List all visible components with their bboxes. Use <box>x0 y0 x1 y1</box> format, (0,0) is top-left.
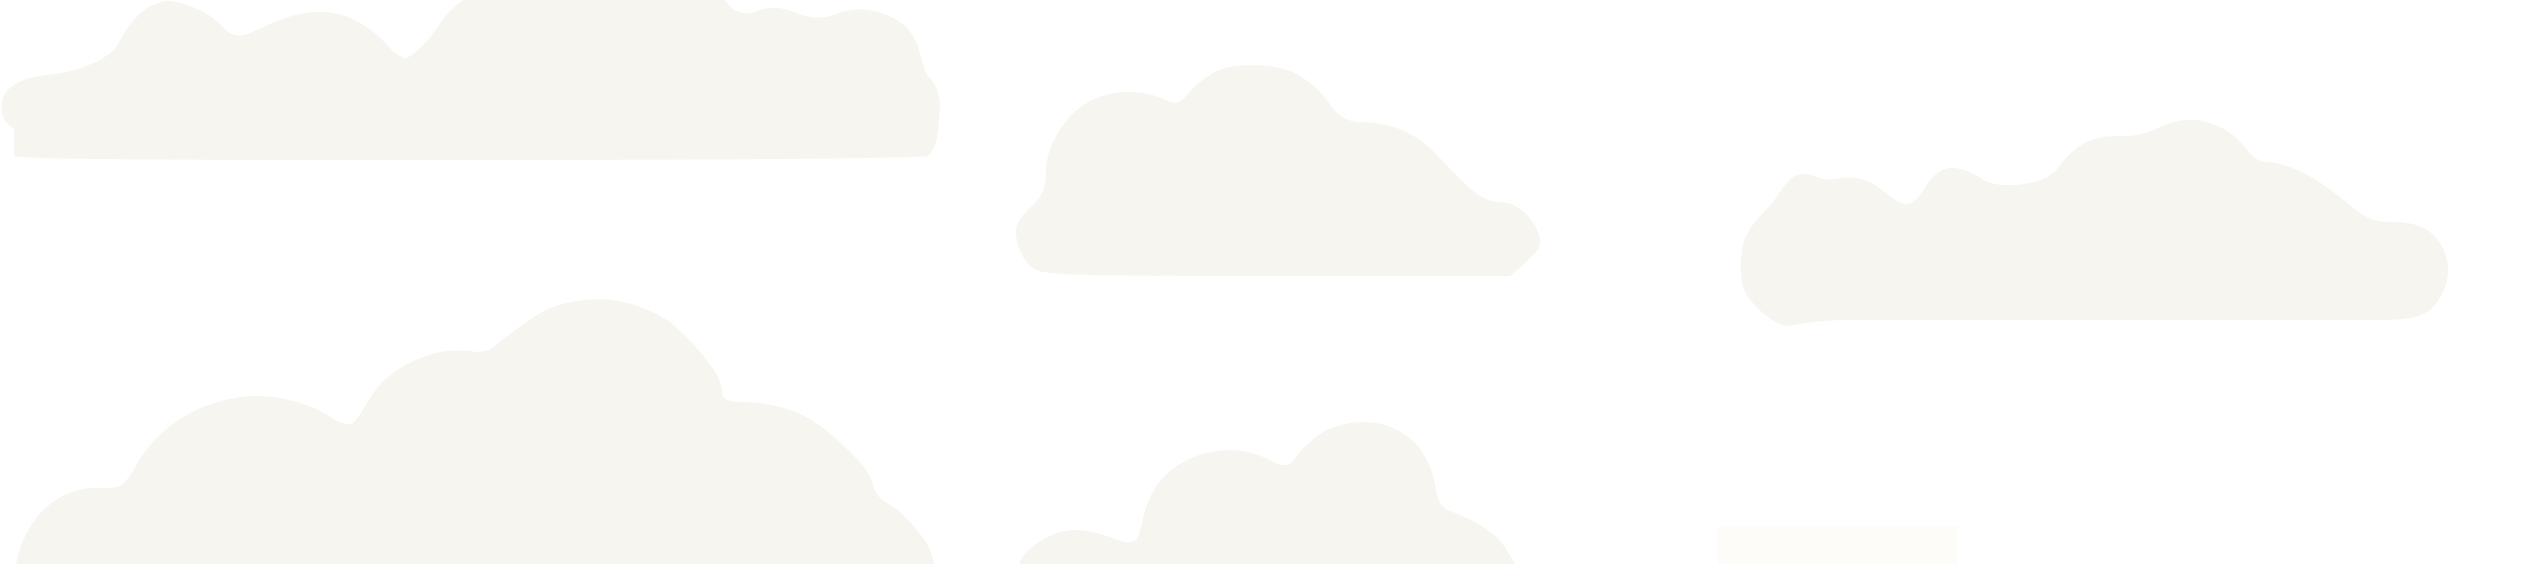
cloud-top-left-icon <box>1 0 940 160</box>
cloud-bottom-middle-icon <box>1019 422 1516 564</box>
cloud-top-right-icon <box>1740 119 2448 326</box>
cloud-bottom-left-icon <box>16 299 935 564</box>
blank-panel <box>1718 526 1958 564</box>
cloud-top-middle-icon <box>1016 65 1540 276</box>
